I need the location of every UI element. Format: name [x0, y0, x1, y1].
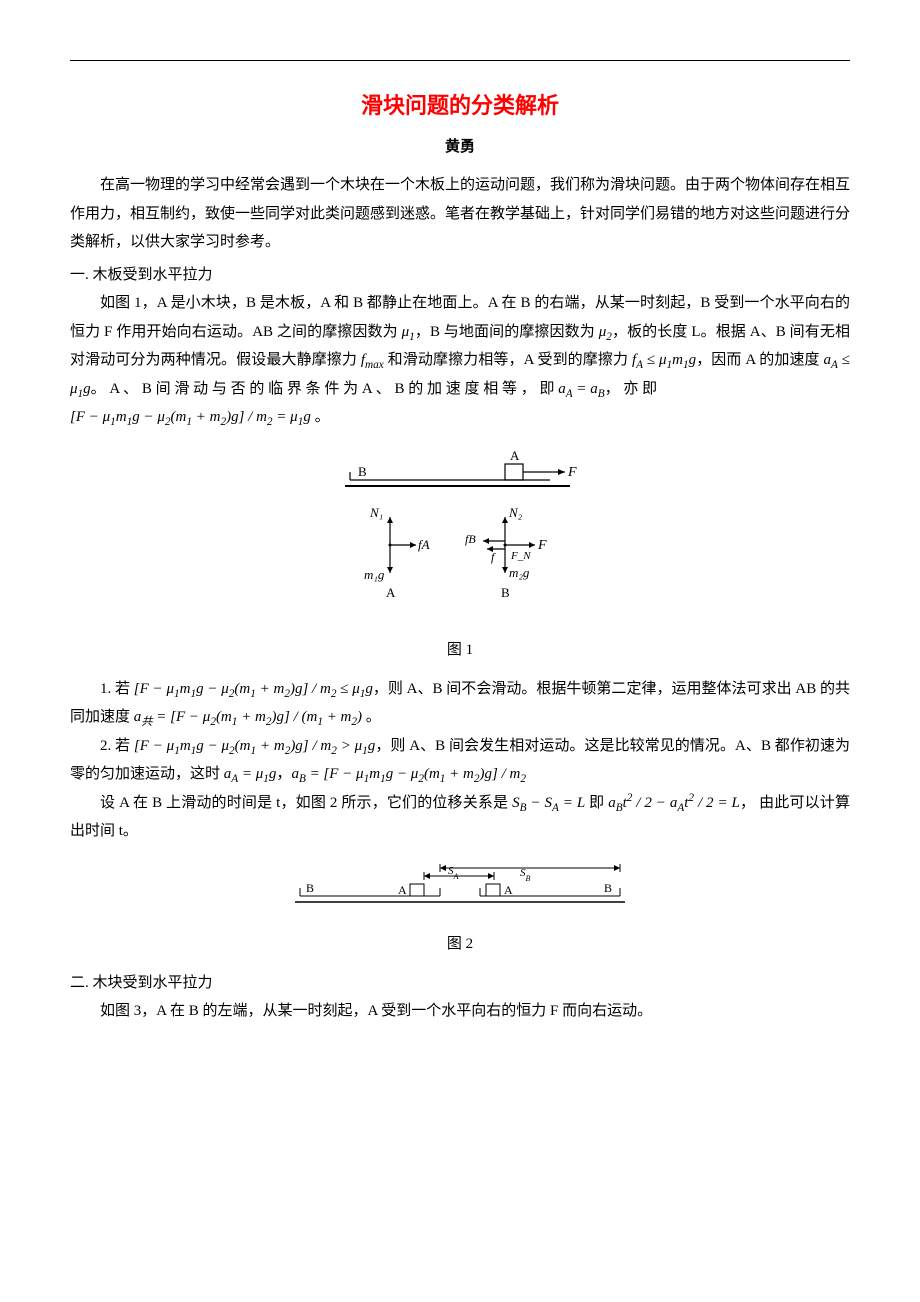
mu2: μ2 [599, 324, 612, 340]
top-rule [70, 60, 850, 61]
fig1-fL: f [491, 550, 496, 564]
s1p1-e: ，因而 A 的加速度 [696, 352, 823, 368]
disp-eq2: aBt2 / 2 − aAt2 / 2 = L [608, 795, 740, 811]
fig1-FR: F [537, 538, 547, 553]
disp-mid: 即 [585, 795, 608, 811]
fig1-N2: N₂ [508, 505, 523, 520]
fig1-B: B [358, 464, 367, 479]
fig2-Bleft: B [306, 881, 314, 895]
fig1-N1: N₁ [369, 505, 383, 520]
aA-eq-aB: aA = aB [558, 381, 604, 397]
eq1: [F − μ1m1g − μ2(m1 + m2)g] / m2 = μ1g [70, 409, 311, 425]
fig2-Bright: B [604, 881, 612, 895]
fmax: fmax [361, 352, 384, 368]
document-author: 黄勇 [70, 133, 850, 162]
fig1-Alow: A [386, 585, 396, 600]
document-title: 滑块问题的分类解析 [70, 85, 850, 127]
mu1: μ1 [402, 324, 415, 340]
fig1-m1g: m₁g [364, 567, 385, 582]
fig1-Blow: B [501, 585, 510, 600]
figure1-caption: 图 1 [70, 636, 850, 665]
s1p1-f-suffix: ， 亦 即 [605, 381, 658, 397]
case1-end: 。 [362, 709, 381, 725]
fig1-A: A [510, 450, 520, 463]
case2-aA: aA = μ1g [224, 766, 277, 782]
s1p1-end: 。 [91, 381, 106, 397]
fig2-SA: SA [448, 865, 459, 881]
disp-para: 设 A 在 B 上滑动的时间是 t，如图 2 所示，它们的位移关系是 SB − … [70, 789, 850, 846]
figure2: B A A B SA SB [70, 864, 850, 925]
fig1-FN: F_N [510, 550, 531, 562]
fA-leq: fA ≤ μ1m1g [632, 352, 696, 368]
figure1: B A F N₁ fA [70, 450, 850, 631]
case1: 1. 若 [F − μ1m1g − μ2(m1 + m2)g] / m2 ≤ μ… [70, 675, 850, 732]
fig1-fA: fA [418, 537, 430, 552]
figure2-svg: B A A B SA SB [290, 864, 630, 914]
case2: 2. 若 [F − μ1m1g − μ2(m1 + m2)g] / m2 > μ… [70, 732, 850, 789]
page: 滑块问题的分类解析 黄勇 在高一物理的学习中经常会遇到一个木块在一个木板上的运动… [0, 0, 920, 1066]
fig2-Aright: A [504, 883, 513, 897]
figure1-svg: B A F N₁ fA [310, 450, 610, 620]
case2-aB: aB = [F − μ1m1g − μ2(m1 + m2)g] / m2 [291, 766, 526, 782]
figure2-caption: 图 2 [70, 930, 850, 959]
disp-eq1: SB − SA = L [512, 795, 585, 811]
case2-ineq: [F − μ1m1g − μ2(m1 + m2)g] / m2 > μ1g [134, 738, 375, 754]
fig2-Aleft: A [398, 883, 407, 897]
section1-eq1: [F − μ1m1g − μ2(m1 + m2)g] / m2 = μ1g 。 [70, 403, 850, 432]
disp-a: 设 A 在 B 上滑动的时间是 t，如图 2 所示，它们的位移关系是 [100, 795, 512, 811]
section2-heading: 二. 木块受到水平拉力 [70, 969, 850, 998]
s1p1-b: ，B 与地面间的摩擦因数为 [415, 324, 599, 340]
case2-comma: ， [276, 766, 291, 782]
fig1-m2g: m₂g [509, 565, 530, 580]
fig1-fB: fB [465, 532, 476, 546]
s1p1-f-prefix: A 、 B 间 滑 动 与 否 的 临 界 条 件 为 A 、 B 的 加 速 … [109, 381, 558, 397]
case1-a: 1. 若 [100, 681, 134, 697]
section2-para1: 如图 3，A 在 B 的左端，从某一时刻起，A 受到一个水平向右的恒力 F 而向… [70, 997, 850, 1026]
fig2-SB: SB [520, 867, 531, 883]
case1-eq: a共 = [F − μ2(m1 + m2)g] / (m1 + m2) [134, 709, 362, 725]
case1-ineq: [F − μ1m1g − μ2(m1 + m2)g] / m2 ≤ μ1g [134, 681, 373, 697]
s1p1-d: 和滑动摩擦力相等，A 受到的摩擦力 [384, 352, 632, 368]
fig1-F: F [567, 465, 577, 480]
case2-a: 2. 若 [100, 738, 134, 754]
section1-heading: 一. 木板受到水平拉力 [70, 261, 850, 290]
intro-paragraph: 在高一物理的学习中经常会遇到一个木块在一个木板上的运动问题，我们称为滑块问题。由… [70, 171, 850, 257]
eq1-tail: 。 [311, 409, 330, 425]
section1-para1: 如图 1，A 是小木块，B 是木板，A 和 B 都静止在地面上。A 在 B 的右… [70, 289, 850, 403]
